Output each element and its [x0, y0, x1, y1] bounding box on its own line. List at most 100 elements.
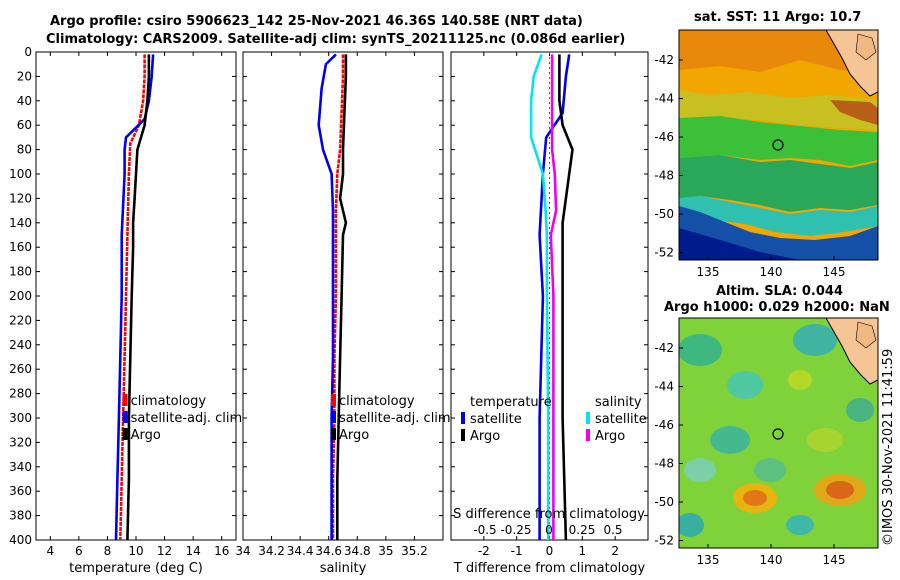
legend-swatch: [586, 412, 590, 424]
map-x-tick-label: 140: [760, 265, 783, 279]
y-tick-label: 320: [9, 435, 32, 449]
legend-label: satellite-adj. clim: [131, 411, 243, 426]
x-tick-label: 16: [214, 544, 229, 558]
legend-label: Argo: [595, 429, 625, 444]
legend-label: climatology: [131, 394, 207, 409]
y-tick-label: 400: [9, 533, 32, 547]
y-tick-label: 380: [9, 509, 32, 523]
x-axis-label: T difference from climatology: [453, 561, 646, 576]
map-y-tick-label: -46: [654, 130, 674, 144]
s-difference-tick-label: -0.25: [500, 523, 531, 537]
series-line-argo: [126, 54, 151, 540]
legend-swatch: [586, 429, 590, 441]
legend-swatch: [331, 428, 336, 440]
x-tick-label: 35.2: [401, 544, 428, 558]
imos-credit: ©IMOS 30-Nov-2021 11:41:59: [881, 349, 896, 546]
x-tick-label: 1: [579, 544, 587, 558]
map-y-tick-label: -44: [654, 380, 674, 394]
y-tick-label: 140: [9, 216, 32, 230]
x-tick-label: 34.8: [344, 544, 371, 558]
y-tick-label: 360: [9, 484, 32, 498]
map-y-tick-label: -44: [654, 92, 674, 106]
x-tick-label: 4: [46, 544, 54, 558]
x-tick-label: -2: [478, 544, 490, 558]
x-tick-label: 34.6: [315, 544, 342, 558]
series-line-salinity-argo: [549, 54, 558, 540]
map-y-tick-label: -42: [654, 53, 674, 67]
legend-label: salinity: [595, 395, 642, 410]
map-y-tick-label: -46: [654, 418, 674, 432]
map-x-tick-label: 135: [697, 553, 720, 567]
series-line-argo: [335, 54, 348, 540]
legend-label: temperature: [470, 395, 552, 410]
y-tick-label: 80: [17, 143, 32, 157]
map-y-tick-label: -42: [654, 341, 674, 355]
temperature-panel: 0 20 40 60 80 100 120 140 160 180 200 220 240 260 280 3…: [9, 45, 242, 576]
map-x-tick-label: 135: [697, 265, 720, 279]
legend-swatch: [331, 411, 336, 423]
y-tick-label: 220: [9, 313, 32, 327]
series-line-satellite-adj-clim: [114, 54, 155, 540]
y-tick-label: 120: [9, 191, 32, 205]
difference-panel: -2 -1 0 1 2 T difference from climatology temp…: [450, 51, 649, 576]
sst-argo-location-marker: [772, 139, 784, 151]
s-difference-tick-label: -0.5: [473, 523, 496, 537]
map-y-tick-label: -50: [654, 495, 674, 509]
map-y-tick-label: -48: [654, 169, 674, 183]
y-tick-label: 20: [17, 69, 32, 83]
legend-label: Argo: [339, 428, 369, 443]
figure-title-line2: Climatology: CARS2009. Satellite-adj cli…: [46, 32, 626, 47]
y-tick-label: 60: [17, 118, 32, 132]
s-difference-tick-label: 0: [545, 523, 553, 537]
legend-swatch: [461, 412, 465, 424]
plot-frame: [35, 51, 237, 541]
legend-swatch: [461, 429, 465, 441]
x-tick-label: 34: [235, 544, 250, 558]
series-line-temperature-argo: [558, 54, 574, 540]
map-y-tick-label: -48: [654, 457, 674, 471]
sla-map-title-line1: Altim. SLA: 0.044: [716, 284, 843, 299]
s-difference-axis-label: S difference from climatology: [453, 507, 645, 522]
legend-label: climatology: [339, 394, 415, 409]
y-tick-label: 340: [9, 460, 32, 474]
sst-map-title: sat. SST: 11 Argo: 10.7: [694, 10, 862, 25]
x-tick-label: 8: [104, 544, 112, 558]
x-tick-label: 6: [75, 544, 83, 558]
series-group: [529, 52, 574, 540]
sla-map-title-line2: Argo h1000: 0.029 h2000: NaN: [664, 300, 890, 315]
sla-map: 135 140 145 -42 -44 -46 -48 -50 -52: [654, 317, 879, 567]
legend-label: satellite-adj. clim: [339, 411, 451, 426]
sla-argo-location-marker: [772, 428, 784, 440]
x-axis-label: temperature (deg C): [69, 561, 203, 576]
legend-label: satellite: [470, 412, 522, 427]
legend-swatch: [122, 428, 128, 440]
y-tick-label: 40: [17, 94, 32, 108]
map-x-tick-label: 145: [823, 553, 846, 567]
x-tick-label: -1: [511, 544, 523, 558]
legend-swatch: [331, 394, 336, 406]
y-tick-label: 240: [9, 338, 32, 352]
y-tick-label: 300: [9, 411, 32, 425]
map-y-tick-label: -50: [654, 207, 674, 221]
x-tick-label: 34.2: [258, 544, 285, 558]
map-x-tick-label: 145: [823, 265, 846, 279]
salinity-panel: 34 34.2 34.4 34.6 34.8 35 35.2 salinity climatol…: [235, 51, 451, 576]
legend-label: Argo: [470, 429, 500, 444]
x-tick-label: 35: [378, 544, 393, 558]
legend-label: Argo: [131, 428, 161, 443]
series-line-salinity-satellite: [529, 53, 550, 540]
series-line-climatology: [331, 54, 345, 540]
s-difference-tick-label: 0.5: [603, 523, 622, 537]
x-tick-label: 34.4: [287, 544, 314, 558]
y-tick-label: 200: [9, 289, 32, 303]
sst-map: 135 140 145 -42 -44 -46 -48 -50 -52: [654, 29, 879, 279]
map-y-tick-label: -52: [654, 246, 674, 260]
plot-frame: [450, 51, 649, 541]
legend-swatch: [122, 411, 128, 423]
y-tick-label: 100: [9, 167, 32, 181]
y-tick-label: 160: [9, 240, 32, 254]
y-tick-label: 260: [9, 362, 32, 376]
y-tick-label: 280: [9, 387, 32, 401]
x-tick-label: 0: [546, 544, 554, 558]
